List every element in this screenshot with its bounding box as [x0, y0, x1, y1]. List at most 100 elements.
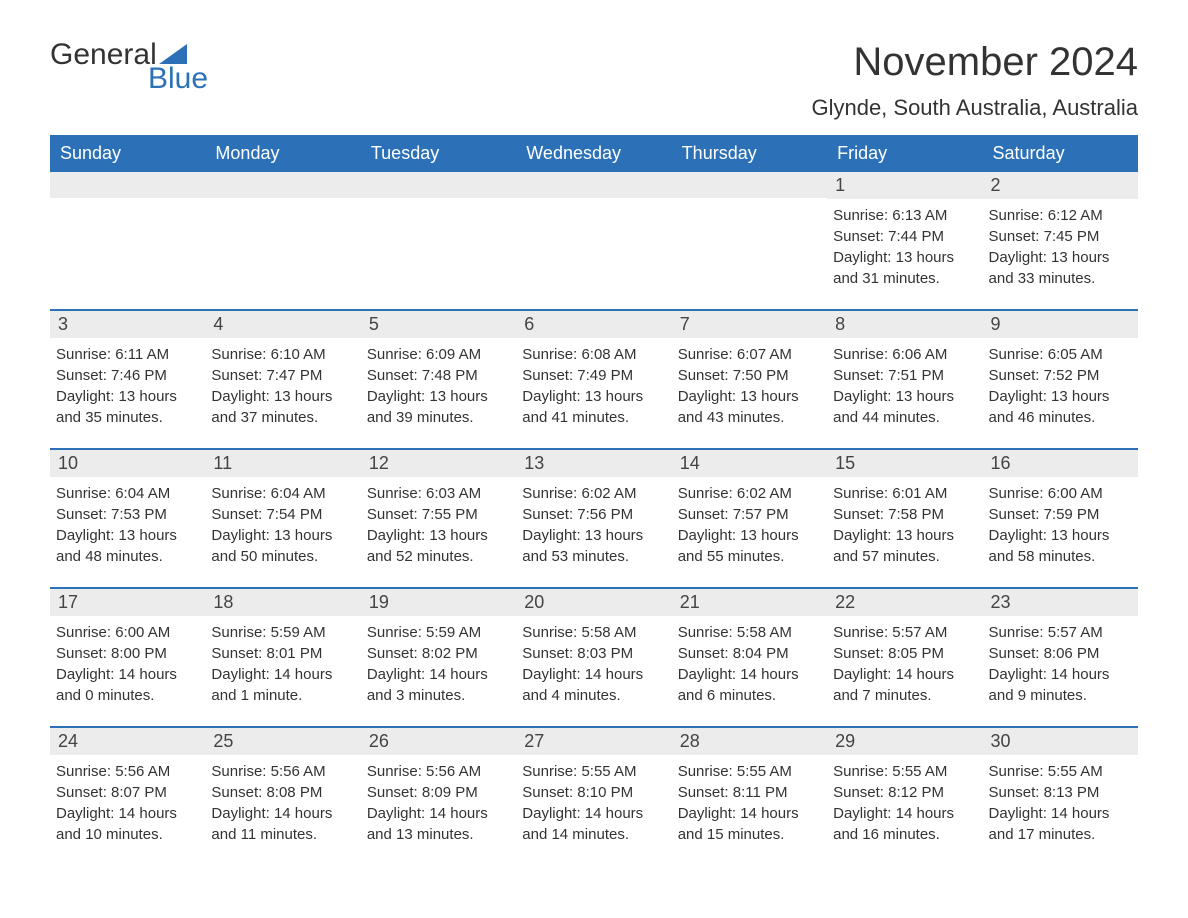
sunrise-text: Sunrise: 5:55 AM — [522, 761, 665, 782]
day-content: Sunrise: 6:10 AMSunset: 7:47 PMDaylight:… — [205, 338, 360, 434]
day-cell: 30Sunrise: 5:55 AMSunset: 8:13 PMDayligh… — [983, 728, 1138, 851]
day-content: Sunrise: 6:02 AMSunset: 7:56 PMDaylight:… — [516, 477, 671, 573]
sunrise-text: Sunrise: 6:08 AM — [522, 344, 665, 365]
day-number: 16 — [983, 450, 1138, 477]
day-content: Sunrise: 6:00 AMSunset: 8:00 PMDaylight:… — [50, 616, 205, 712]
logo-text-blue: Blue — [148, 64, 208, 94]
day-number: 6 — [516, 311, 671, 338]
day-cell: 16Sunrise: 6:00 AMSunset: 7:59 PMDayligh… — [983, 450, 1138, 573]
day-cell — [672, 172, 827, 295]
daylight-text: Daylight: 14 hours and 13 minutes. — [367, 803, 510, 845]
daylight-text: Daylight: 13 hours and 39 minutes. — [367, 386, 510, 428]
weekday-header-row: SundayMondayTuesdayWednesdayThursdayFrid… — [50, 135, 1138, 172]
sunrise-text: Sunrise: 6:10 AM — [211, 344, 354, 365]
day-cell: 19Sunrise: 5:59 AMSunset: 8:02 PMDayligh… — [361, 589, 516, 712]
day-cell: 27Sunrise: 5:55 AMSunset: 8:10 PMDayligh… — [516, 728, 671, 851]
sunset-text: Sunset: 8:00 PM — [56, 643, 199, 664]
sunset-text: Sunset: 7:49 PM — [522, 365, 665, 386]
day-content: Sunrise: 6:13 AMSunset: 7:44 PMDaylight:… — [827, 199, 982, 295]
day-cell: 12Sunrise: 6:03 AMSunset: 7:55 PMDayligh… — [361, 450, 516, 573]
day-number: 30 — [983, 728, 1138, 755]
day-number: 20 — [516, 589, 671, 616]
daylight-text: Daylight: 13 hours and 58 minutes. — [989, 525, 1132, 567]
sunset-text: Sunset: 8:05 PM — [833, 643, 976, 664]
weekday-header: Monday — [205, 135, 360, 172]
sunset-text: Sunset: 8:02 PM — [367, 643, 510, 664]
day-cell: 6 Sunrise: 6:08 AMSunset: 7:49 PMDaylight… — [516, 311, 671, 434]
day-cell: 10Sunrise: 6:04 AMSunset: 7:53 PMDayligh… — [50, 450, 205, 573]
daylight-text: Daylight: 13 hours and 31 minutes. — [833, 247, 976, 289]
week-row: 3Sunrise: 6:11 AMSunset: 7:46 PMDaylight… — [50, 309, 1138, 434]
day-content: Sunrise: 6:01 AMSunset: 7:58 PMDaylight:… — [827, 477, 982, 573]
day-content: Sunrise: 6:09 AMSunset: 7:48 PMDaylight:… — [361, 338, 516, 434]
daylight-text: Daylight: 13 hours and 48 minutes. — [56, 525, 199, 567]
sunset-text: Sunset: 8:06 PM — [989, 643, 1132, 664]
sunrise-text: Sunrise: 6:05 AM — [989, 344, 1132, 365]
daylight-text: Daylight: 13 hours and 41 minutes. — [522, 386, 665, 428]
sunrise-text: Sunrise: 5:55 AM — [678, 761, 821, 782]
day-number: 8 — [827, 311, 982, 338]
logo-text-general: General — [50, 40, 157, 70]
day-cell: 21Sunrise: 5:58 AMSunset: 8:04 PMDayligh… — [672, 589, 827, 712]
day-number: 23 — [983, 589, 1138, 616]
sunset-text: Sunset: 7:48 PM — [367, 365, 510, 386]
header: General Blue November 2024 Glynde, South… — [50, 40, 1138, 121]
sunset-text: Sunset: 7:56 PM — [522, 504, 665, 525]
daylight-text: Daylight: 13 hours and 33 minutes. — [989, 247, 1132, 289]
day-cell: 7Sunrise: 6:07 AMSunset: 7:50 PMDaylight… — [672, 311, 827, 434]
sunrise-text: Sunrise: 5:57 AM — [989, 622, 1132, 643]
daylight-text: Daylight: 13 hours and 55 minutes. — [678, 525, 821, 567]
day-cell: 22Sunrise: 5:57 AMSunset: 8:05 PMDayligh… — [827, 589, 982, 712]
sunrise-text: Sunrise: 6:12 AM — [989, 205, 1132, 226]
sunset-text: Sunset: 7:47 PM — [211, 365, 354, 386]
day-number: 1 — [827, 172, 982, 199]
day-cell: 20Sunrise: 5:58 AMSunset: 8:03 PMDayligh… — [516, 589, 671, 712]
sunset-text: Sunset: 7:53 PM — [56, 504, 199, 525]
day-number: 19 — [361, 589, 516, 616]
sunrise-text: Sunrise: 5:58 AM — [522, 622, 665, 643]
sunrise-text: Sunrise: 5:56 AM — [56, 761, 199, 782]
day-cell: 9Sunrise: 6:05 AMSunset: 7:52 PMDaylight… — [983, 311, 1138, 434]
day-number: 14 — [672, 450, 827, 477]
sunrise-text: Sunrise: 6:04 AM — [211, 483, 354, 504]
day-cell: 23Sunrise: 5:57 AMSunset: 8:06 PMDayligh… — [983, 589, 1138, 712]
day-number: 17 — [50, 589, 205, 616]
sunrise-text: Sunrise: 5:56 AM — [367, 761, 510, 782]
daylight-text: Daylight: 13 hours and 50 minutes. — [211, 525, 354, 567]
day-number — [516, 172, 671, 198]
day-cell: 26Sunrise: 5:56 AMSunset: 8:09 PMDayligh… — [361, 728, 516, 851]
day-cell — [50, 172, 205, 295]
weekday-header: Saturday — [983, 135, 1138, 172]
daylight-text: Daylight: 14 hours and 15 minutes. — [678, 803, 821, 845]
day-number: 10 — [50, 450, 205, 477]
week-row: 1Sunrise: 6:13 AMSunset: 7:44 PMDaylight… — [50, 172, 1138, 295]
day-cell: 14Sunrise: 6:02 AMSunset: 7:57 PMDayligh… — [672, 450, 827, 573]
day-content: Sunrise: 5:56 AMSunset: 8:07 PMDaylight:… — [50, 755, 205, 851]
day-content: Sunrise: 6:05 AMSunset: 7:52 PMDaylight:… — [983, 338, 1138, 434]
daylight-text: Daylight: 14 hours and 3 minutes. — [367, 664, 510, 706]
day-cell: 5Sunrise: 6:09 AMSunset: 7:48 PMDaylight… — [361, 311, 516, 434]
day-content: Sunrise: 5:58 AMSunset: 8:03 PMDaylight:… — [516, 616, 671, 712]
weekday-header: Sunday — [50, 135, 205, 172]
day-cell: 29Sunrise: 5:55 AMSunset: 8:12 PMDayligh… — [827, 728, 982, 851]
sunrise-text: Sunrise: 6:09 AM — [367, 344, 510, 365]
day-number: 27 — [516, 728, 671, 755]
weekday-header: Friday — [827, 135, 982, 172]
day-content: Sunrise: 5:55 AMSunset: 8:11 PMDaylight:… — [672, 755, 827, 851]
sunrise-text: Sunrise: 6:07 AM — [678, 344, 821, 365]
calendar: SundayMondayTuesdayWednesdayThursdayFrid… — [50, 135, 1138, 851]
day-content: Sunrise: 5:57 AMSunset: 8:05 PMDaylight:… — [827, 616, 982, 712]
daylight-text: Daylight: 13 hours and 57 minutes. — [833, 525, 976, 567]
day-content: Sunrise: 6:06 AMSunset: 7:51 PMDaylight:… — [827, 338, 982, 434]
day-number — [672, 172, 827, 198]
day-content: Sunrise: 6:11 AMSunset: 7:46 PMDaylight:… — [50, 338, 205, 434]
day-content: Sunrise: 5:55 AMSunset: 8:12 PMDaylight:… — [827, 755, 982, 851]
day-cell: 11Sunrise: 6:04 AMSunset: 7:54 PMDayligh… — [205, 450, 360, 573]
day-cell: 25Sunrise: 5:56 AMSunset: 8:08 PMDayligh… — [205, 728, 360, 851]
sunset-text: Sunset: 8:12 PM — [833, 782, 976, 803]
daylight-text: Daylight: 13 hours and 43 minutes. — [678, 386, 821, 428]
daylight-text: Daylight: 14 hours and 0 minutes. — [56, 664, 199, 706]
day-cell: 1Sunrise: 6:13 AMSunset: 7:44 PMDaylight… — [827, 172, 982, 295]
daylight-text: Daylight: 13 hours and 44 minutes. — [833, 386, 976, 428]
day-number: 3 — [50, 311, 205, 338]
